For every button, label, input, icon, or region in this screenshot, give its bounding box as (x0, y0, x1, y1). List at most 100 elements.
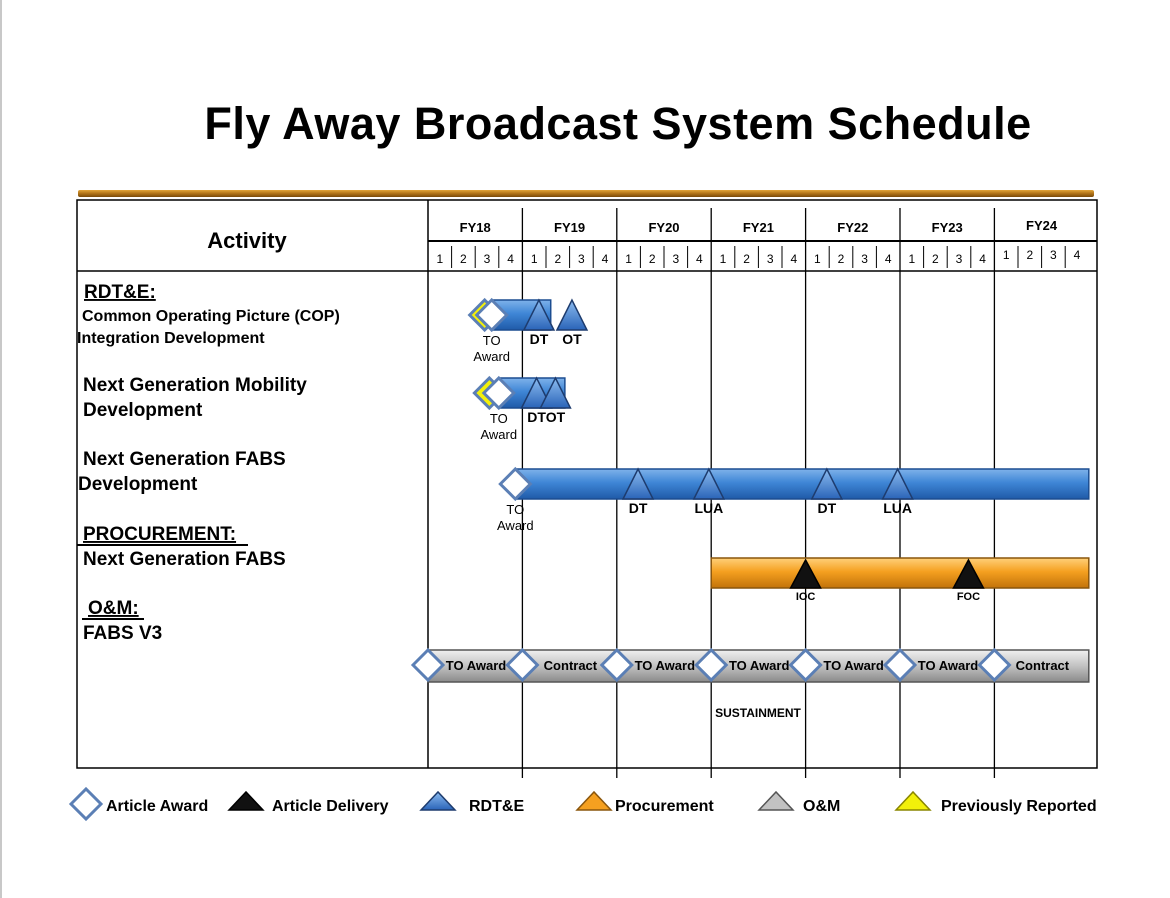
legend-triangle-blue-icon (419, 790, 457, 811)
fiscal-year-label: FY22 (837, 220, 868, 235)
delivery-milestone-icon (952, 558, 985, 589)
quarter-label: 4 (790, 252, 797, 266)
legend-label: Article Award (106, 798, 208, 815)
legend-label: RDT&E (469, 798, 524, 815)
quarter-label: 2 (932, 252, 939, 266)
om-event-label: TO Award (635, 658, 696, 673)
award-diamond-icon (498, 466, 533, 502)
section-heading: PROCUREMENT: (83, 524, 236, 545)
quarter-label: 3 (767, 252, 774, 266)
quarter-label: 4 (1074, 248, 1081, 262)
section-heading: RDT&E: (84, 282, 156, 303)
quarter-label: 4 (507, 252, 514, 266)
quarter-label: 1 (720, 252, 727, 266)
section-heading: O&M: (88, 598, 139, 619)
quarter-label: 1 (625, 252, 632, 266)
activity-label: Common Operating Picture (COP) (82, 308, 340, 325)
legend-triangle-gray-icon (757, 790, 795, 811)
quarter-label: 4 (696, 252, 703, 266)
fiscal-year-label: FY23 (932, 220, 963, 235)
om-event-label: TO Award (918, 658, 979, 673)
quarter-label: 3 (956, 252, 963, 266)
activity-label: Integration Development (77, 330, 265, 347)
quarter-label: 1 (814, 252, 821, 266)
fiscal-year-label: FY20 (648, 220, 679, 235)
milestone-label: OT (562, 331, 582, 347)
quarter-label: 3 (672, 252, 679, 266)
quarter-label: 4 (979, 252, 986, 266)
legend-label: Procurement (615, 798, 714, 815)
om-event-label: Contract (1016, 658, 1070, 673)
milestone-label: LUA (694, 500, 723, 516)
award-diamond-icon (505, 647, 540, 683)
rdte-milestone-icon (555, 298, 589, 331)
activity-label: Next Generation Mobility (83, 375, 307, 396)
activity-label: Next Generation FABS (83, 549, 286, 570)
legend-label: Previously Reported (941, 798, 1097, 815)
milestone-label: OT (546, 409, 566, 425)
rdte-milestone-icon (810, 467, 844, 500)
award-diamond-icon (694, 647, 729, 683)
award-diamond-icon (474, 297, 509, 333)
award-label: Award (497, 518, 534, 533)
activity-label: Development (78, 474, 198, 495)
legend-triangle-black-icon (227, 790, 265, 811)
quarter-label: 2 (460, 252, 467, 266)
award-label: TO (483, 333, 501, 348)
award-label: Award (480, 427, 517, 442)
procurement-bar (710, 557, 1090, 589)
quarter-label: 2 (743, 252, 750, 266)
legend-label: Article Delivery (272, 798, 389, 815)
quarter-label: 2 (838, 252, 845, 266)
milestone-label: DT (818, 500, 837, 516)
fiscal-year-label: FY18 (460, 220, 491, 235)
legend-diamond-icon (68, 786, 104, 822)
legend-triangle-orange-icon (575, 790, 613, 811)
rdte-milestone-icon (692, 467, 726, 500)
milestone-label: LUA (883, 500, 912, 516)
om-event-label: TO Award (823, 658, 884, 673)
quarter-label: 3 (578, 252, 585, 266)
activity-header: Activity (207, 228, 287, 253)
activity-label: Next Generation FABS (83, 449, 286, 470)
rdte-milestone-icon (621, 467, 655, 500)
fiscal-year-label: FY19 (554, 220, 585, 235)
activity-label: Development (83, 400, 203, 421)
left-border (0, 0, 2, 898)
table-frame (76, 199, 1098, 769)
quarter-label: 3 (1050, 248, 1057, 262)
quarter-label: 3 (861, 252, 868, 266)
om-event-label: TO Award (729, 658, 790, 673)
delivery-milestone-icon (789, 558, 822, 589)
om-event-label: TO Award (446, 658, 507, 673)
milestone-label: DT (530, 331, 549, 347)
quarter-label: 2 (554, 252, 561, 266)
award-diamond-icon (882, 647, 918, 683)
sustainment-label: SUSTAINMENT (715, 706, 801, 720)
page-title: Fly Away Broadcast System Schedule (204, 98, 1032, 149)
quarter-label: 2 (649, 252, 656, 266)
om-event-label: Contract (544, 658, 598, 673)
rdte-milestone-icon (881, 467, 914, 500)
quarter-label: 4 (885, 252, 892, 266)
award-diamond-icon (410, 647, 446, 683)
award-diamond-icon (481, 375, 516, 411)
award-diamond-icon (977, 647, 1012, 683)
quarter-label: 1 (908, 252, 915, 266)
fiscal-year-label: FY21 (743, 220, 774, 235)
quarter-label: 2 (1026, 248, 1033, 262)
quarter-label: 1 (531, 252, 538, 266)
rdte-milestone-icon (522, 298, 556, 331)
fiscal-year-label: FY24 (1026, 218, 1058, 233)
award-diamond-icon (788, 647, 823, 683)
milestone-label: FOC (957, 591, 980, 603)
rdte-bar (514, 468, 1090, 500)
award-label: Award (473, 349, 510, 364)
quarter-label: 1 (436, 252, 443, 266)
activity-label: FABS V3 (83, 623, 162, 644)
milestone-label: DT (527, 409, 546, 425)
legend-label: O&M (803, 798, 840, 815)
milestone-label: DT (629, 500, 648, 516)
milestone-label: IOC (796, 591, 816, 603)
